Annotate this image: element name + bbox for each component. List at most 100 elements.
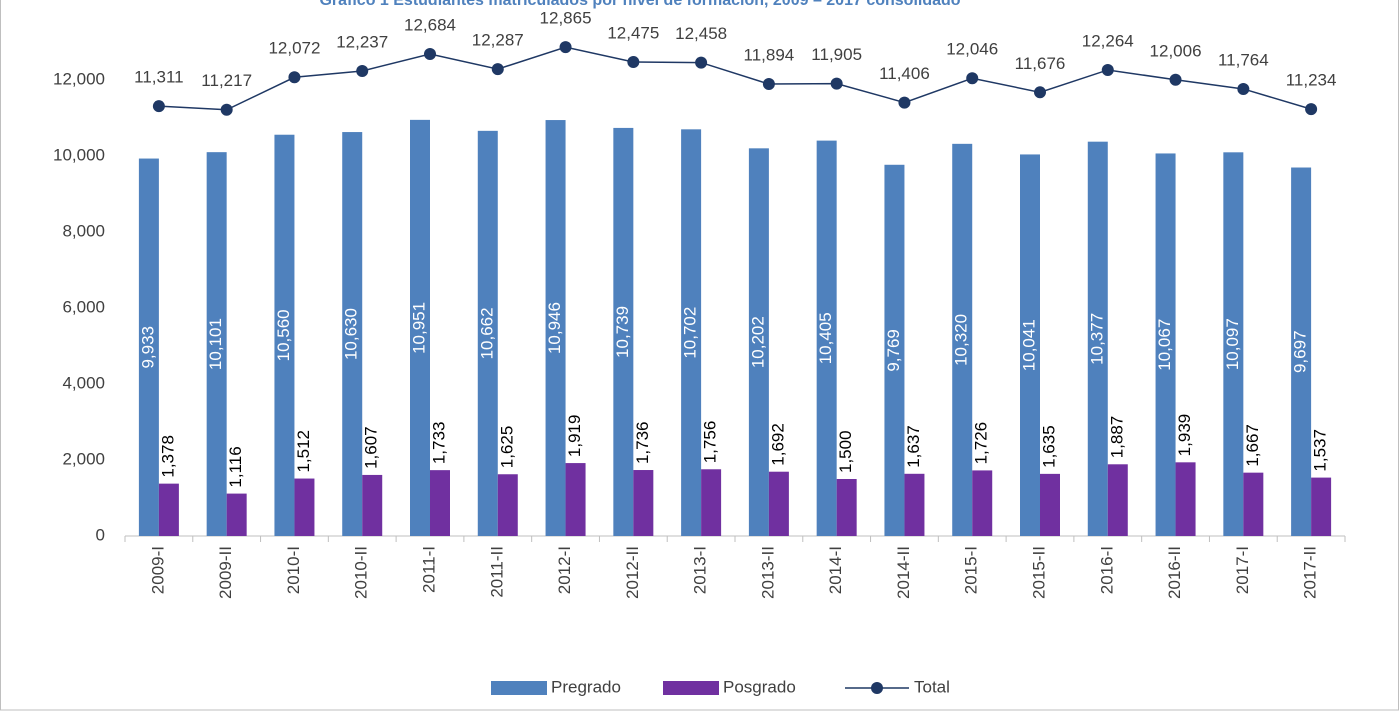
bar — [768, 471, 789, 536]
data-label: 1,512 — [294, 430, 313, 473]
x-tick-label: 2012-I — [555, 546, 574, 594]
legend-label: Total — [914, 677, 950, 696]
bar — [701, 469, 722, 536]
data-label: 10,739 — [613, 306, 632, 358]
bar — [206, 152, 227, 537]
bar — [342, 132, 363, 536]
bar — [816, 140, 837, 537]
line-marker — [152, 100, 165, 113]
line-marker — [1305, 103, 1318, 116]
data-label: 11,894 — [744, 46, 795, 65]
data-label: 12,237 — [336, 32, 388, 51]
line-marker — [1101, 63, 1114, 76]
bar — [884, 164, 905, 536]
x-tick-label: 2012-II — [623, 546, 642, 599]
data-label: 10,041 — [1019, 319, 1038, 371]
x-tick-label: 2015-II — [1029, 546, 1048, 599]
data-label: 10,951 — [409, 302, 428, 354]
data-label: 10,630 — [342, 308, 361, 360]
line-marker — [1034, 86, 1046, 99]
data-label: 9,933 — [138, 326, 157, 369]
data-label: 10,202 — [748, 316, 767, 368]
data-label: 1,667 — [1243, 424, 1262, 467]
bar — [274, 134, 295, 536]
data-label: 12,865 — [540, 9, 592, 28]
data-label: 12,458 — [675, 24, 727, 43]
x-tick-label: 2011-I — [419, 546, 438, 593]
data-label: 9,769 — [884, 329, 903, 372]
data-label: 11,217 — [201, 71, 252, 90]
data-label: 11,764 — [1218, 50, 1269, 69]
x-tick-label: 2016-II — [1165, 546, 1184, 599]
bar — [681, 129, 702, 536]
x-tick-label: 2009-I — [148, 546, 167, 594]
line-marker — [695, 56, 708, 69]
bar — [1087, 141, 1108, 536]
line-marker — [1237, 82, 1250, 95]
bar — [1291, 167, 1312, 536]
legend-label: Posgrado — [723, 677, 796, 696]
data-label: 10,946 — [545, 302, 564, 354]
bar — [613, 127, 634, 536]
data-label: 1,939 — [1175, 414, 1194, 457]
x-tick-label: 2013-II — [758, 546, 777, 599]
bar — [1175, 462, 1196, 536]
data-label: 10,101 — [206, 318, 225, 370]
legend-label: Pregrado — [551, 677, 621, 696]
line-marker — [288, 71, 301, 84]
data-label: 11,905 — [811, 45, 862, 64]
bar — [904, 473, 925, 536]
data-label: 10,405 — [816, 312, 835, 364]
line — [158, 46, 1312, 111]
bar — [158, 483, 179, 536]
data-label: 11,234 — [1286, 71, 1337, 90]
bar — [1040, 473, 1060, 536]
line-marker — [356, 64, 369, 77]
line-marker — [1169, 73, 1182, 86]
x-tick-label: 2013-I — [691, 546, 710, 594]
bar — [362, 474, 383, 536]
bar — [748, 148, 769, 536]
data-label: 11,676 — [1015, 54, 1066, 73]
line-marker — [491, 63, 504, 76]
legend-swatch — [871, 682, 883, 694]
data-label: 1,887 — [1107, 416, 1126, 459]
bar — [545, 120, 566, 536]
bar — [1311, 477, 1332, 536]
x-tick-label: 2011-II — [487, 546, 506, 598]
y-tick-label: 6,000 — [62, 297, 105, 316]
line-marker — [627, 55, 640, 68]
y-tick-label: 12,000 — [53, 69, 105, 88]
bar — [410, 119, 430, 536]
bar — [565, 463, 586, 536]
y-tick-label: 10,000 — [53, 145, 105, 164]
data-label: 12,475 — [607, 23, 659, 42]
line-marker — [559, 41, 572, 54]
x-tick-label: 2017-I — [1233, 546, 1252, 594]
bar — [952, 143, 973, 536]
y-tick-label: 4,000 — [62, 373, 105, 392]
data-label: 10,067 — [1155, 319, 1174, 371]
line-marker — [830, 77, 843, 90]
data-label: 12,264 — [1082, 31, 1134, 50]
data-label: 12,046 — [946, 40, 998, 59]
data-label: 10,377 — [1087, 313, 1106, 365]
bar — [497, 474, 518, 536]
data-label: 11,406 — [879, 64, 930, 83]
bar — [836, 479, 857, 536]
data-label: 1,635 — [1039, 425, 1058, 468]
x-tick-label: 2010-I — [284, 546, 303, 594]
data-label: 1,726 — [972, 422, 991, 465]
x-tick-label: 2015-I — [962, 546, 981, 594]
legend-swatch — [663, 681, 719, 695]
x-tick-label: 2017-II — [1301, 546, 1320, 599]
data-label: 1,733 — [429, 422, 448, 465]
data-label: 1,756 — [701, 421, 720, 464]
line-marker — [898, 96, 911, 109]
data-label: 10,097 — [1223, 318, 1242, 370]
chart-title: Gráfico 1 Estudiantes matriculados por n… — [319, 0, 960, 9]
data-label: 1,637 — [904, 425, 923, 468]
data-label: 10,320 — [952, 314, 971, 366]
